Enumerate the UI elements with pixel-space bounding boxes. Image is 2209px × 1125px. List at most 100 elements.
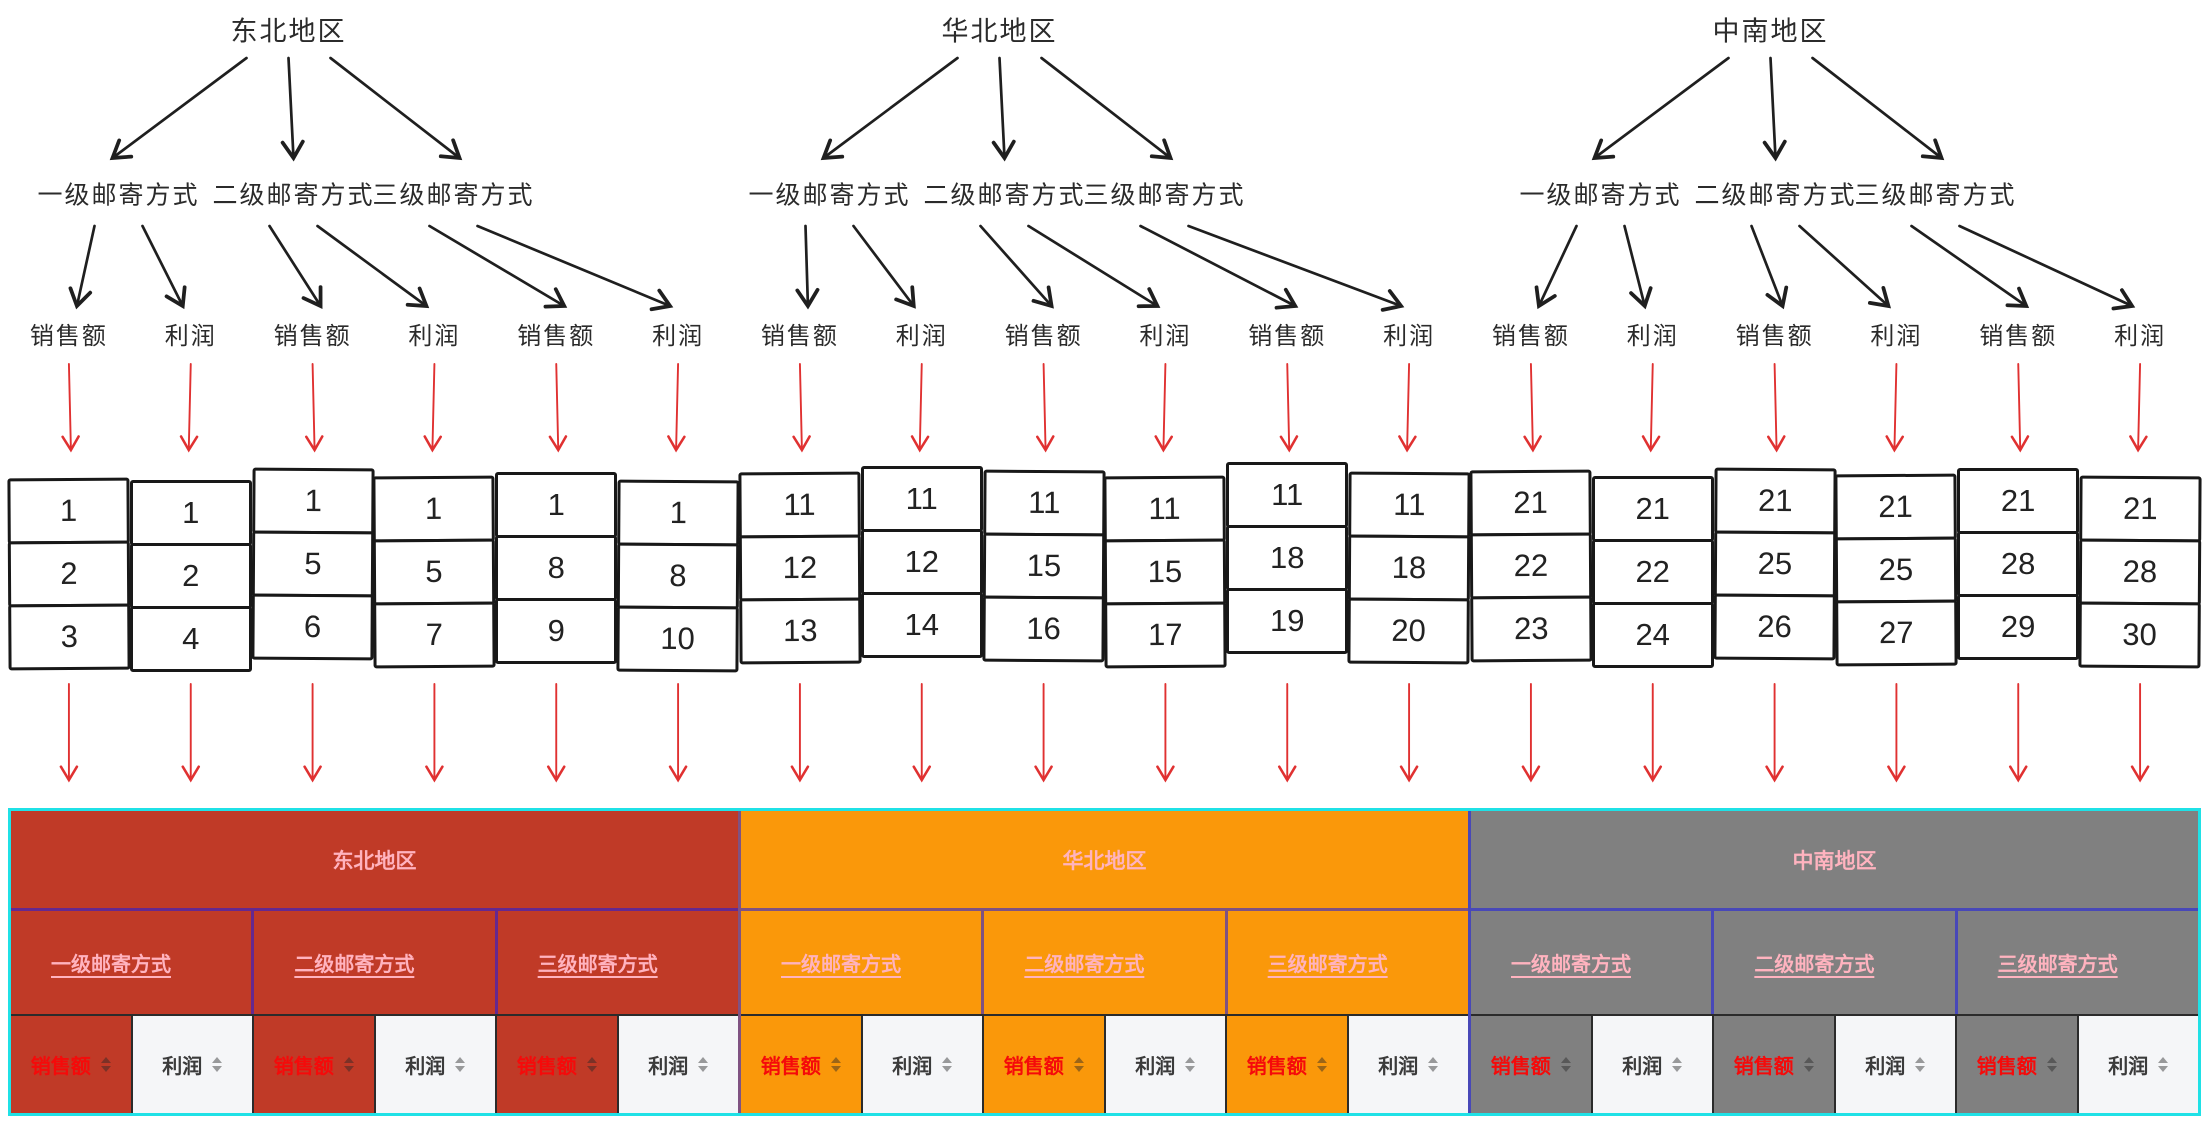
metric-label: 销售额 <box>30 1056 91 1078</box>
metric-header-cell-sales[interactable]: 销售额 <box>11 1016 131 1113</box>
tree-arrow <box>268 224 323 309</box>
method-header-cell[interactable]: 二级邮寄方式 <box>1711 911 1954 1014</box>
sort-arrows-icon[interactable] <box>830 1057 841 1072</box>
metric-header-cell-profit[interactable]: 利润 <box>1103 1016 1225 1113</box>
metric-header-cell-sales[interactable]: 销售额 <box>982 1016 1104 1113</box>
grid-cell: 14 <box>860 592 983 658</box>
metric-header-cell-sales[interactable]: 销售额 <box>741 1016 861 1113</box>
metric-label: 销售额 <box>1733 1056 1794 1078</box>
sort-arrows-icon[interactable] <box>212 1057 223 1072</box>
sort-arrows-icon[interactable] <box>586 1057 597 1072</box>
method-header-row: 一级邮寄方式 二级邮寄方式 三级邮寄方式 <box>741 908 1468 1014</box>
metric-header-cell-profit[interactable]: 利润 <box>130 1016 252 1113</box>
sketch-metric-label: 利润 <box>164 323 217 350</box>
method-header-cell[interactable]: 一级邮寄方式 <box>781 954 901 976</box>
tree-arrow <box>1623 224 1653 310</box>
grid-cell: 2 <box>7 540 131 608</box>
grid-column: 21 22 23 <box>1469 469 1593 663</box>
metric-header-cell-profit[interactable]: 利润 <box>1590 1016 1712 1113</box>
sort-arrows-icon[interactable] <box>1185 1057 1196 1072</box>
grid-column: 11 12 13 <box>738 471 862 665</box>
tree-arrow <box>1027 224 1161 309</box>
metric-header-cell-sales[interactable]: 销售额 <box>495 1016 617 1113</box>
metric-header-cell-sales[interactable]: 销售额 <box>252 1016 374 1113</box>
sketch-metric-label: 销售额 <box>760 323 839 350</box>
grid-cell: 20 <box>1347 597 1470 665</box>
flow-arrow <box>179 363 199 453</box>
grid-cell: 11 <box>982 469 1106 537</box>
grid-cell: 1 <box>372 475 496 543</box>
table-region-section: 东北地区 一级邮寄方式 二级邮寄方式 三级邮寄方式 销售额 利润 销售额 利润 销售额 利润 <box>11 811 738 1113</box>
sketch-metric-label: 利润 <box>1870 323 1923 350</box>
sort-arrows-icon[interactable] <box>1560 1057 1571 1072</box>
method-header-cell[interactable]: 一级邮寄方式 <box>1511 954 1631 976</box>
metric-header-cell-profit[interactable]: 利润 <box>2076 1016 2198 1113</box>
method-header-cell[interactable]: 二级邮寄方式 <box>981 911 1224 1014</box>
tree-arrow <box>141 224 187 310</box>
sketch-method-label: 二级邮寄方式 <box>923 181 1086 210</box>
metric-header-cell-profit[interactable]: 利润 <box>373 1016 495 1113</box>
metric-header-cell-profit[interactable]: 利润 <box>860 1016 982 1113</box>
metric-label: 销售额 <box>516 1056 577 1078</box>
method-header-cell[interactable]: 三级邮寄方式 <box>494 911 738 1014</box>
sort-arrows-icon[interactable] <box>1073 1057 1084 1072</box>
number-grid: 1 2 3 1 2 4 1 5 6 1 5 7 1 8 9 1 8 10 11 12 13 11 12 14 11 15 16 11 1… <box>7 462 2202 673</box>
sketch-metric-label: 利润 <box>408 323 461 350</box>
sort-arrows-icon[interactable] <box>1915 1057 1926 1072</box>
tree-arrow <box>428 224 568 309</box>
sort-arrows-icon[interactable] <box>942 1057 953 1072</box>
grid-cell: 22 <box>1591 539 1714 605</box>
grid-column: 11 15 17 <box>1103 475 1227 669</box>
tree-arrow <box>1591 56 1730 161</box>
sketch-metric-label: 销售额 <box>1491 323 1570 350</box>
sort-arrows-icon[interactable] <box>698 1057 709 1072</box>
sketch-metric-label: 销售额 <box>29 323 108 350</box>
flow-arrow <box>910 363 930 453</box>
metric-header-cell-profit[interactable]: 利润 <box>1346 1016 1468 1113</box>
tree-arrow <box>1139 224 1299 310</box>
grid-cell: 11 <box>1226 462 1349 528</box>
sort-arrows-icon[interactable] <box>455 1057 466 1072</box>
metric-header-cell-sales[interactable]: 销售额 <box>1471 1016 1591 1113</box>
grid-column: 21 22 24 <box>1591 476 1714 668</box>
method-header-cell[interactable]: 三级邮寄方式 <box>1224 911 1468 1014</box>
sort-arrows-icon[interactable] <box>1428 1057 1439 1072</box>
grid-cell: 13 <box>739 597 862 665</box>
sort-arrows-icon[interactable] <box>1316 1057 1327 1072</box>
sort-arrows-icon[interactable] <box>343 1057 354 1072</box>
grid-cell: 26 <box>1713 593 1836 661</box>
method-header-cell[interactable]: 二级邮寄方式 <box>251 911 494 1014</box>
metric-header-cell-sales[interactable]: 销售额 <box>1712 1016 1834 1113</box>
sketch-metric-label: 销售额 <box>517 323 596 350</box>
sort-arrows-icon[interactable] <box>2158 1057 2169 1072</box>
flow-arrow <box>423 363 442 453</box>
sketch-method-label: 二级邮寄方式 <box>1694 181 1857 210</box>
tree-arrow <box>1958 224 2136 311</box>
metric-header-cell-sales[interactable]: 销售额 <box>1225 1016 1347 1113</box>
tree-arrow <box>316 224 430 309</box>
method-header-cell[interactable]: 一级邮寄方式 <box>51 954 171 976</box>
grid-cell: 11 <box>1348 471 1471 539</box>
sketch-region-label: 中南地区 <box>1712 16 1829 47</box>
sketch-metric-label: 销售额 <box>273 323 352 350</box>
sort-arrows-icon[interactable] <box>2046 1057 2057 1072</box>
grid-cell: 23 <box>1470 595 1593 663</box>
sort-arrows-icon[interactable] <box>100 1057 111 1072</box>
sort-arrows-icon[interactable] <box>1672 1057 1683 1072</box>
grid-column: 21 28 30 <box>2078 475 2202 669</box>
grid-cell: 15 <box>1104 538 1227 606</box>
grid-cell: 11 <box>860 466 983 532</box>
metric-header-cell-profit[interactable]: 利润 <box>616 1016 738 1113</box>
sort-arrows-icon[interactable] <box>1803 1057 1814 1072</box>
flow-arrow <box>2129 363 2148 453</box>
tree-arrow <box>280 56 305 162</box>
method-header-cell[interactable]: 三级邮寄方式 <box>1954 911 2198 1014</box>
grid-cell: 19 <box>1226 588 1349 654</box>
grid-cell: 28 <box>1957 531 2080 597</box>
flow-arrow <box>1523 363 1542 453</box>
tree-arrow <box>476 224 674 312</box>
metric-header-cell-sales[interactable]: 销售额 <box>1955 1016 2077 1113</box>
metric-header-cell-profit[interactable]: 利润 <box>1833 1016 1955 1113</box>
grid-cell: 21 <box>1469 469 1592 537</box>
